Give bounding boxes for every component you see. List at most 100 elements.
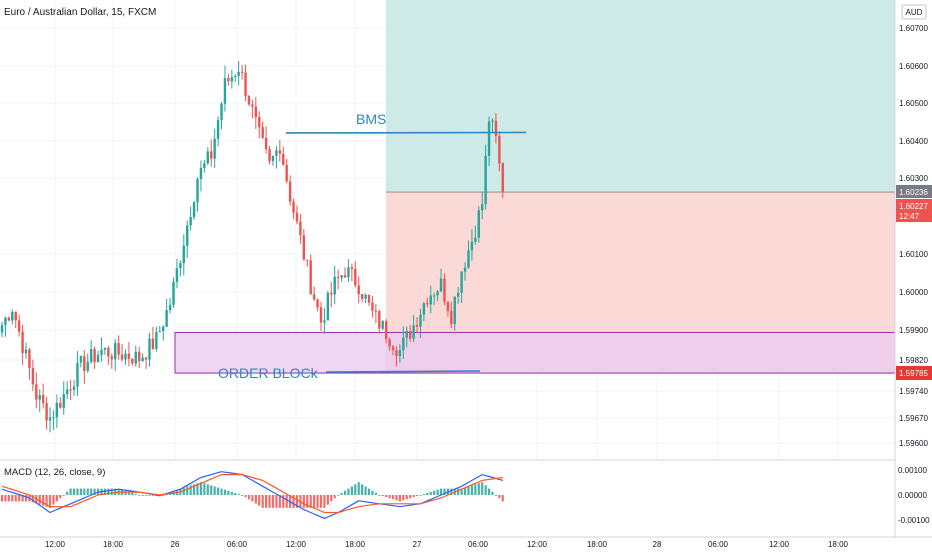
candle-body (371, 302, 374, 311)
candle-body (264, 137, 268, 150)
macd-histogram-bar (268, 495, 271, 508)
candle (254, 96, 258, 130)
x-tick-label: 18:00 (103, 540, 124, 549)
candle (107, 345, 110, 365)
candle-body (436, 291, 439, 296)
macd-histogram-bar (0, 495, 4, 502)
candle-body (199, 168, 203, 180)
candle (124, 349, 127, 365)
candle (422, 301, 426, 322)
candle-body (96, 354, 100, 363)
x-tick-label: 06:00 (468, 540, 489, 549)
macd-histogram-bar (72, 488, 76, 495)
candle-body (391, 346, 395, 351)
candle (89, 340, 93, 365)
candle (14, 311, 17, 329)
macd-histogram-bar (162, 495, 165, 496)
macd-histogram-bar (42, 495, 45, 506)
candle-body (381, 321, 384, 329)
macd-histogram-bar (474, 484, 477, 495)
candle-body (24, 349, 28, 354)
signal-line (1, 474, 503, 514)
candle-body (477, 210, 480, 238)
x-tick-label: 18:00 (345, 540, 366, 549)
candle-body (278, 150, 282, 154)
candle-body (309, 260, 312, 295)
macd-histogram-bar (21, 495, 24, 502)
candle (312, 286, 316, 301)
macd-histogram-bar (302, 495, 305, 508)
candle-body (151, 338, 155, 349)
macd-histogram-bar (14, 495, 17, 502)
candle-body (271, 155, 275, 162)
candle (144, 356, 148, 370)
candle (336, 269, 340, 290)
macd-histogram-bar (230, 491, 233, 495)
candle-body (0, 325, 4, 333)
y-tick-label: 1.60000 (899, 288, 928, 297)
candle-body (234, 75, 237, 77)
candle-body (69, 389, 72, 391)
candle-body (134, 351, 137, 364)
candle-body (127, 353, 131, 359)
candle (285, 158, 288, 184)
candle-body (378, 311, 381, 329)
candle-body (408, 330, 412, 339)
candle (65, 381, 69, 400)
macd-histogram-bar (378, 495, 381, 496)
macd-histogram-bar (285, 495, 288, 508)
candle (35, 372, 38, 409)
x-tick-label: 26 (171, 540, 180, 549)
candle-body (31, 368, 35, 385)
macd-histogram-bar (52, 495, 55, 505)
candle (326, 290, 330, 321)
candle-body (450, 310, 453, 325)
macd-histogram-bar (7, 495, 10, 502)
candle-body (4, 317, 7, 326)
candle (0, 321, 4, 338)
candle-body (165, 310, 168, 327)
candle (165, 299, 168, 328)
candle-body (443, 278, 446, 302)
candle (59, 397, 62, 409)
macd-histogram-bar (419, 495, 422, 496)
candle-body (323, 320, 326, 323)
candle (429, 285, 432, 314)
candle (299, 213, 302, 244)
candle (83, 350, 86, 384)
macd-histogram-bar (357, 482, 360, 495)
candle (264, 126, 268, 154)
candle (96, 350, 100, 363)
candle-body (59, 402, 62, 408)
candle-body (402, 337, 405, 351)
candle-body (282, 153, 285, 165)
candle-body (429, 295, 432, 305)
candle-body (65, 389, 69, 394)
candle-body (206, 151, 209, 164)
order-block-price-tag (896, 366, 932, 380)
macd-histogram-bar (470, 485, 474, 495)
candle (295, 205, 299, 225)
macd-histogram-bar (433, 490, 436, 495)
currency-label: AUD (906, 8, 923, 17)
candle (477, 206, 480, 243)
y-tick-label: 1.60600 (899, 62, 928, 71)
x-tick-label: 06:00 (227, 540, 248, 549)
macd-histogram-bar (206, 484, 209, 495)
order-block-label: ORDER BLOCk (218, 365, 319, 381)
macd-layer (0, 459, 932, 519)
x-tick-label: 18:00 (587, 540, 608, 549)
profit-zone (386, 0, 895, 193)
candle-body (261, 127, 264, 138)
candle (306, 259, 309, 267)
macd-histogram-bar (361, 484, 364, 495)
candle (138, 346, 141, 368)
macd-histogram-bar (83, 488, 86, 495)
candle (309, 254, 312, 295)
candle (463, 262, 467, 281)
candle (189, 206, 192, 231)
candle (62, 381, 65, 415)
candle (402, 326, 405, 359)
